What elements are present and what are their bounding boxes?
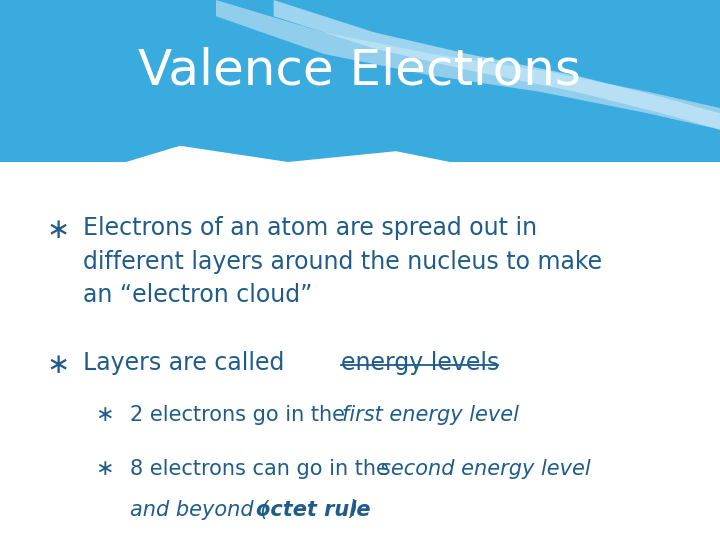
Text: 2 electrons go in the: 2 electrons go in the <box>130 405 351 425</box>
Text: ∗: ∗ <box>46 351 69 379</box>
Text: Electrons of an atom are spread out in
different layers around the nucleus to ma: Electrons of an atom are spread out in d… <box>83 216 602 307</box>
Text: and beyond (: and beyond ( <box>130 500 268 519</box>
Text: ∗: ∗ <box>95 459 114 479</box>
Text: first energy level: first energy level <box>342 405 519 425</box>
Text: ∗: ∗ <box>46 216 69 244</box>
Text: ∗: ∗ <box>95 405 114 425</box>
Text: ): ) <box>349 500 357 519</box>
Polygon shape <box>274 0 720 130</box>
Text: Valence Electrons: Valence Electrons <box>138 46 582 94</box>
FancyBboxPatch shape <box>0 0 720 162</box>
Text: Layers are called: Layers are called <box>83 351 292 375</box>
Text: 8 electrons can go in the: 8 electrons can go in the <box>130 459 395 479</box>
Text: energy levels: energy levels <box>341 351 499 375</box>
Polygon shape <box>216 0 720 130</box>
Polygon shape <box>0 146 720 221</box>
Text: second energy level: second energy level <box>380 459 591 479</box>
Text: octet rule: octet rule <box>256 500 370 519</box>
